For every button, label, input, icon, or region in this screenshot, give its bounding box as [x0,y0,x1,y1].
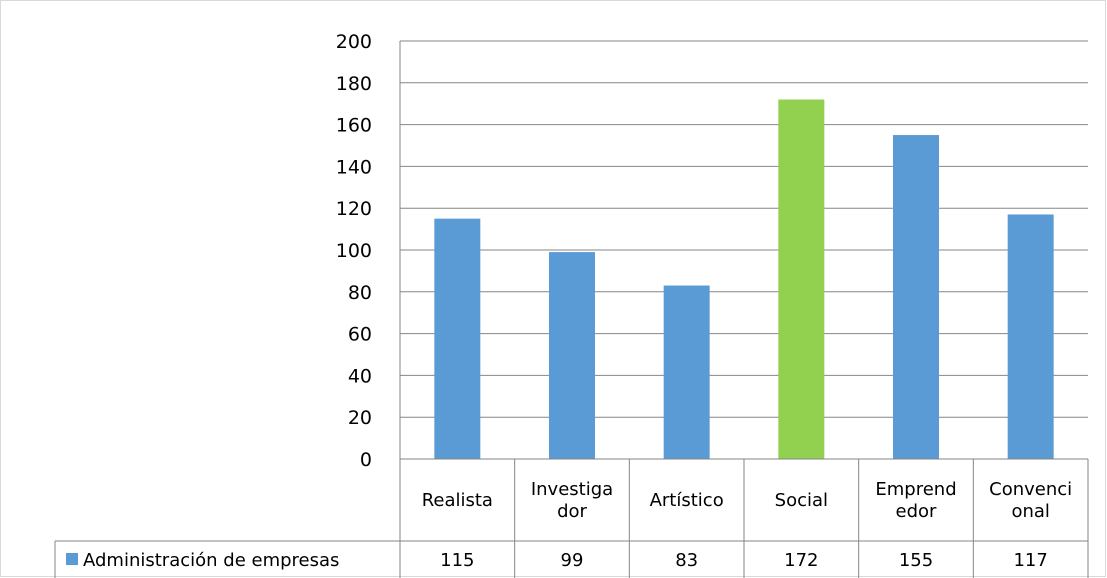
bar-2 [663,285,710,459]
category-label-1-0: Investiga [531,479,613,500]
y-tick-label-0: 0 [360,449,372,471]
data-table-value-4: 155 [899,550,933,571]
gridlines [399,40,1088,578]
category-label-4-1: edor [896,501,938,522]
category-label-5-0: Convenci [989,479,1072,500]
y-tick-label-200: 200 [336,31,372,53]
y-axis-ticks: 0 20 40 60 80 100 120 140 160 180 200 [336,31,372,471]
data-table-value-5: 117 [1013,550,1047,571]
legend-series-name: Administración de empresas [83,550,339,571]
data-table-value-0: 115 [440,550,474,571]
y-tick-label-180: 180 [336,73,372,95]
bar-1 [549,252,595,459]
y-tick-label-100: 100 [336,240,372,262]
data-table-value-2: 83 [675,550,698,571]
y-tick-label-40: 40 [348,365,372,387]
bar-0 [434,218,481,459]
y-tick-label-120: 120 [336,198,372,220]
category-label-0-0: Realista [422,490,493,511]
y-tick-label-140: 140 [336,156,372,178]
bar-5 [1007,214,1054,459]
bar-4 [893,135,939,460]
y-tick-label-80: 80 [348,282,372,304]
category-label-4-0: Emprend [875,479,956,500]
category-label-3-0: Social [775,490,828,511]
y-tick-label-160: 160 [336,115,372,137]
bar-3 [778,99,825,460]
y-tick-label-60: 60 [348,324,372,346]
legend-swatch [66,553,78,565]
data-table-value-1: 99 [561,550,584,571]
category-label-5-1: onal [1011,501,1049,522]
category-label-2-0: Artístico [650,490,724,511]
data-table-value-3: 172 [784,550,818,571]
y-tick-label-20: 20 [348,407,372,429]
category-label-1-1: dor [557,501,587,522]
bars [434,99,1054,460]
